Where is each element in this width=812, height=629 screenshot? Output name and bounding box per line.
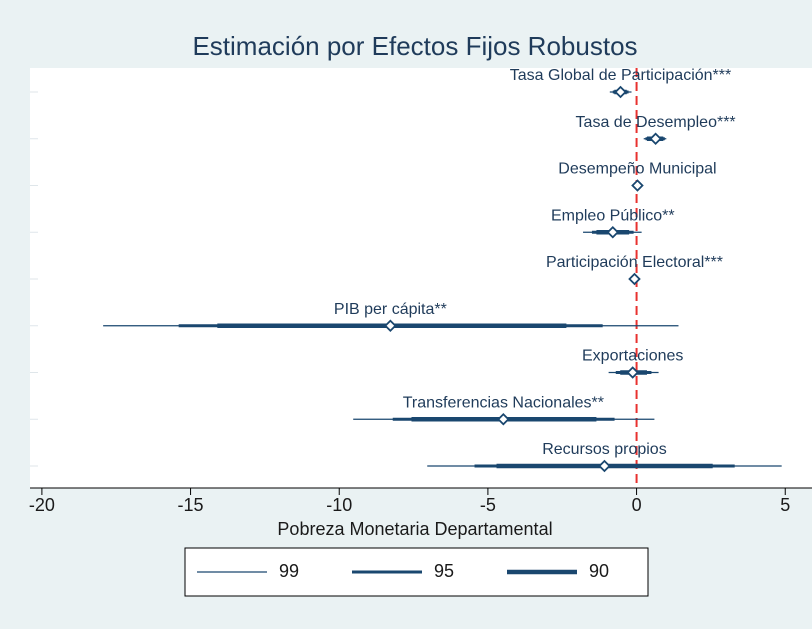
point-estimate: [626, 366, 639, 379]
point-estimate: [384, 319, 397, 333]
x-tick-label: 5: [780, 495, 790, 515]
coefficient-label: Tasa Global de Participación***: [510, 67, 731, 84]
point-estimate: [497, 412, 510, 426]
legend-label: 90: [589, 561, 609, 581]
x-tick-label: 0: [632, 495, 642, 515]
point-estimate: [631, 179, 644, 192]
x-axis-title: Pobreza Monetaria Departamental: [277, 519, 552, 539]
coefficient-label: Empleo Público**: [551, 207, 675, 224]
coefficient-label: Transferencias Nacionales**: [403, 394, 604, 411]
x-tick-label: -10: [326, 495, 352, 515]
coefficient-label: Recursos propios: [542, 441, 667, 458]
chart-title: Estimación por Efectos Fijos Robustos: [192, 31, 637, 61]
x-tick-label: -15: [178, 495, 204, 515]
x-tick-label: -20: [29, 495, 55, 515]
point-estimate: [628, 272, 641, 286]
plot-area: [30, 68, 812, 488]
coefficient-label: Desempeño Municipal: [558, 161, 716, 178]
point-estimate: [598, 459, 611, 473]
point-estimate: [606, 225, 620, 239]
x-tick-label: -5: [480, 495, 496, 515]
legend-label: 99: [279, 561, 299, 581]
coefficient-label: Exportaciones: [582, 348, 683, 365]
point-estimate: [649, 132, 662, 146]
legend-label: 95: [434, 561, 454, 581]
point-estimate: [614, 85, 627, 99]
coefficient-label: Participación Electoral***: [546, 254, 723, 271]
coefficient-label: PIB per cápita**: [334, 301, 447, 318]
coefficient-label: Tasa de Desempleo***: [576, 114, 736, 131]
